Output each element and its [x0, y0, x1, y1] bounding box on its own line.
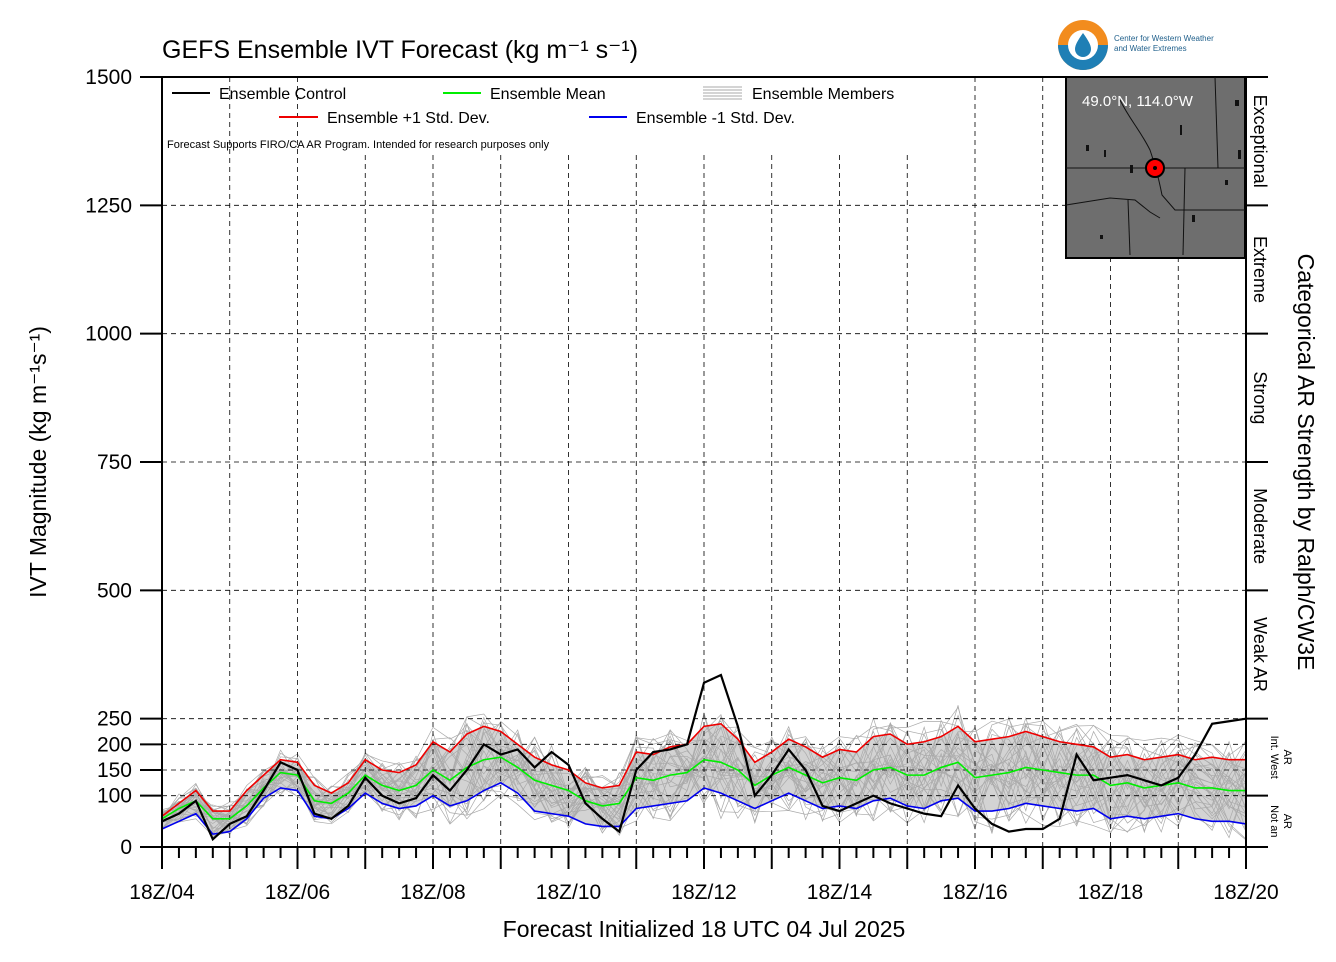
y-tick-label: 0 [120, 836, 132, 859]
legend-control-label: Ensemble Control [219, 86, 346, 103]
category-label-small: Not an [1268, 805, 1280, 837]
x-tick-label: 18Z/20 [1213, 881, 1278, 904]
chart-title: GEFS Ensemble IVT Forecast (kg m⁻¹ s⁻¹) [162, 36, 638, 64]
series-line-ensemble-control [161, 673, 1247, 842]
category-label-small: Int. West [1268, 736, 1280, 779]
y-tick-label: 1250 [85, 194, 132, 217]
right-axis-label: Categorical AR Strength by Ralph/CW3E [1293, 254, 1319, 671]
cw3e-logo: Center for Western Weather and Water Ext… [1058, 20, 1214, 70]
legend-mean-label: Ensemble Mean [490, 86, 606, 103]
y-tick-label: 100 [97, 785, 132, 808]
series-line-ensemble-mean [161, 756, 1246, 820]
x-tick-label: 18Z/08 [400, 881, 465, 904]
x-tick-label: 18Z/14 [807, 881, 873, 904]
y-tick-label: 750 [97, 451, 132, 474]
logo-text-line-2: and Water Extremes [1114, 44, 1187, 53]
x-axis-label: Forecast Initialized 18 UTC 04 Jul 2025 [503, 916, 906, 942]
logo-text-line-1: Center for Western Weather [1114, 34, 1214, 43]
y-tick-label: 250 [97, 708, 132, 731]
map-lakes [1086, 100, 1241, 239]
legend-members-label: Ensemble Members [752, 86, 894, 103]
category-label-small: AR [1281, 750, 1293, 765]
category-label: Moderate [1250, 488, 1270, 564]
series-line-ensemble-1-std-dev- [161, 722, 1246, 817]
x-tick-label: 18Z/06 [265, 881, 330, 904]
x-tick-label: 18Z/04 [129, 881, 195, 904]
y-tick-label: 500 [97, 579, 132, 602]
ensemble-member-line [161, 737, 1247, 820]
y-tick-label: 200 [97, 733, 132, 756]
category-label: Weak AR [1250, 617, 1270, 692]
ensemble-member-line [161, 723, 1247, 824]
category-label: Extreme [1250, 236, 1270, 303]
x-tick-label: 18Z/16 [942, 881, 1007, 904]
y-axis-label: IVT Magnitude (kg m⁻¹s⁻¹) [25, 326, 51, 598]
category-label: Exceptional [1250, 95, 1270, 188]
map-location-label: 49.0°N, 114.0°W [1082, 93, 1194, 110]
y-tick-label: 1500 [85, 66, 132, 89]
legend: Ensemble Control Ensemble Mean Ensemble … [167, 86, 894, 151]
x-tick-label: 18Z/12 [671, 881, 736, 904]
series-lines [161, 673, 1247, 842]
x-tick-label: 18Z/10 [536, 881, 601, 904]
y-tick-label: 150 [97, 759, 132, 782]
x-tick-label: 18Z/18 [1078, 881, 1143, 904]
legend-minus-sd-label: Ensemble -1 Std. Dev. [636, 110, 795, 127]
series-line-ensemble-1-std-dev- [161, 781, 1247, 836]
legend-members-swatch [703, 86, 742, 100]
research-note: Forecast Supports FIRO/CA AR Program. In… [167, 139, 550, 151]
legend-plus-sd-label: Ensemble +1 Std. Dev. [327, 110, 490, 127]
category-label: Strong [1250, 371, 1270, 424]
category-label-small: AR [1281, 814, 1293, 829]
location-map: 49.0°N, 114.0°W [1065, 76, 1246, 259]
y-tick-label: 1000 [85, 323, 132, 346]
location-marker-dot [1153, 166, 1157, 170]
